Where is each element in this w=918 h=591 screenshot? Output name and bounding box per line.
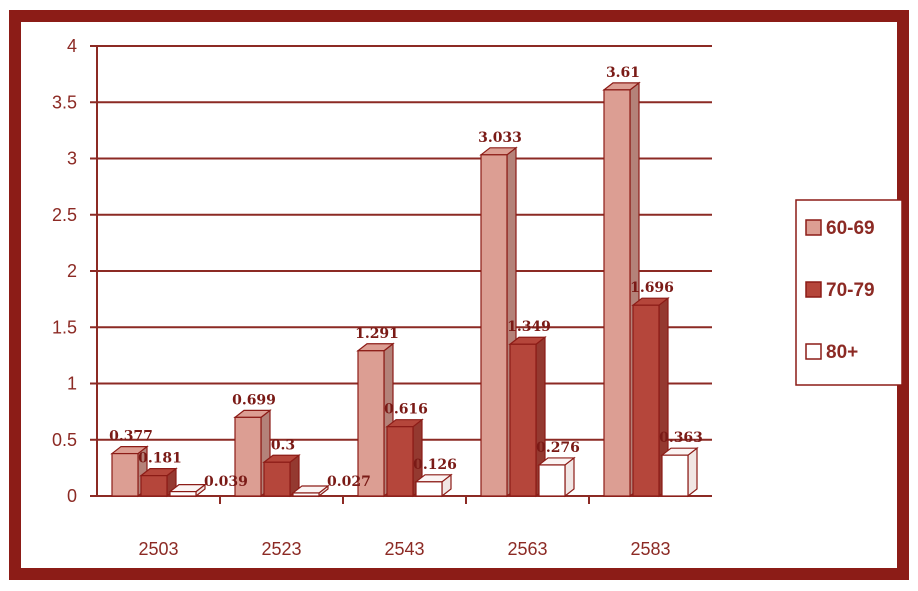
data-label: 0.699 — [232, 392, 276, 408]
bar — [632, 304, 660, 497]
data-label: 1.696 — [630, 280, 674, 296]
bar — [480, 154, 508, 497]
y-tick-label: 3.5 — [52, 92, 77, 112]
bar — [538, 464, 566, 497]
data-label: 3.033 — [478, 130, 522, 146]
legend-swatch — [805, 281, 822, 298]
data-label: 0.616 — [384, 402, 428, 418]
y-tick-label: 3 — [67, 149, 77, 169]
data-label: 0.276 — [536, 440, 580, 456]
bar — [263, 461, 291, 497]
x-tick-label: 2583 — [630, 539, 670, 559]
x-tick-label: 2543 — [384, 539, 424, 559]
bar — [234, 416, 262, 497]
legend-label: 80+ — [826, 342, 858, 363]
data-label: 3.61 — [606, 65, 640, 81]
y-tick-label: 0 — [67, 486, 77, 506]
data-label: 0.126 — [413, 457, 457, 473]
legend-swatch — [805, 343, 822, 360]
y-tick-label: 0.5 — [52, 430, 77, 450]
bar — [415, 481, 443, 497]
data-labels: 0.377 0.181 0.039 0.699 0.3 0.027 1.291 0.616 0.… — [109, 65, 703, 490]
bar — [386, 426, 414, 497]
bar — [140, 475, 168, 497]
bar — [509, 343, 537, 497]
data-label: 0.027 — [327, 474, 371, 490]
bar — [357, 350, 385, 497]
data-label: 0.039 — [204, 474, 248, 490]
y-tick-label: 2 — [67, 261, 77, 281]
chart-frame — [9, 10, 909, 580]
data-label: 0.3 — [271, 437, 295, 453]
y-tick-label: 1 — [67, 374, 77, 394]
data-label: 0.377 — [109, 429, 153, 445]
bar — [292, 492, 320, 497]
bar-side-face — [687, 446, 698, 498]
bar — [111, 452, 139, 497]
x-tick-label: 2523 — [261, 539, 301, 559]
data-label: 0.363 — [659, 430, 703, 446]
bars — [110, 81, 699, 498]
legend: 60-69 70-79 80+ — [795, 199, 903, 386]
legend-label: 60-69 — [826, 218, 875, 239]
bar — [661, 454, 689, 497]
data-label: 0.181 — [138, 451, 182, 467]
x-tick-label: 2503 — [138, 539, 178, 559]
bar — [603, 89, 631, 497]
y-tick-label: 2.5 — [52, 205, 77, 225]
legend-swatch — [805, 219, 822, 236]
y-tick-label: 4 — [67, 36, 77, 56]
bar — [169, 491, 197, 497]
legend-label: 70-79 — [826, 280, 875, 301]
y-tick-label: 1.5 — [52, 317, 77, 337]
data-label: 1.291 — [355, 326, 399, 342]
axes: 0 0.5 1 1.5 2 2.5 3 3.5 4 2503 2523 2543 2563 2583 — [52, 36, 712, 559]
data-label: 1.349 — [507, 319, 551, 335]
x-tick-label: 2563 — [507, 539, 547, 559]
